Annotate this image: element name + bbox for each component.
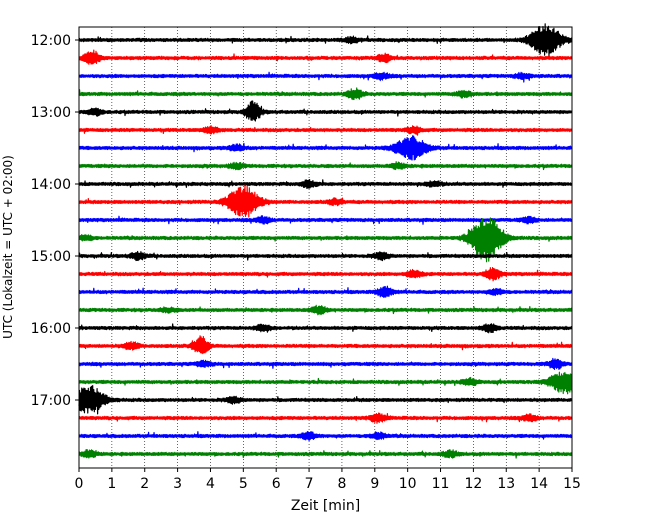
x-tick-label: 8 [337,476,346,492]
trace-1245 [78,87,573,101]
x-tick-label: 11 [432,476,450,492]
trace-1515 [78,266,573,282]
trace-1615 [78,335,573,355]
x-tick-label: 3 [173,476,182,492]
y-axis: 12:00 13:00 14:00 15:00 16:00 17:00 [31,33,79,409]
trace-1745 [78,449,573,459]
x-tick-label: 15 [563,476,581,492]
x-tick-label: 13 [497,476,515,492]
traces [78,23,573,459]
x-tick-label: 6 [272,476,281,492]
trace-1300 [78,100,573,122]
trace-1530 [78,285,573,298]
trace-1645 [78,371,573,395]
trace-1415 [78,184,573,218]
x-tick-label: 14 [530,476,548,492]
trace-1400 [78,179,573,190]
x-tick-label: 4 [206,476,215,492]
y-axis-label: UTC (Lokalzeit = UTC + 02:00) [1,155,15,339]
y-tick-label: 14:00 [31,177,71,193]
x-tick-label: 1 [107,476,116,492]
y-tick-label: 15:00 [31,249,71,265]
trace-1715 [78,412,573,424]
x-axis: 0 1 2 3 4 5 6 7 8 9 10 11 12 13 14 15 [75,468,581,492]
x-tick-label: 7 [305,476,314,492]
trace-1345 [78,161,573,171]
trace-1330 [78,135,573,161]
x-tick-label: 2 [140,476,149,492]
trace-1730 [78,430,573,442]
trace-1230 [78,71,573,83]
trace-1600 [78,323,573,334]
y-tick-label: 13:00 [31,105,71,121]
trace-1215 [78,49,573,65]
trace-1630 [78,357,573,371]
plot-frame [78,26,573,469]
x-axis-label: Zeit [min] [291,498,360,514]
x-tick-label: 5 [239,476,248,492]
y-tick-label: 16:00 [31,321,71,337]
trace-1315 [78,124,573,136]
trace-1200 [78,23,573,57]
trace-1700 [78,385,573,415]
x-tick-label: 0 [75,476,84,492]
x-tick-label: 12 [464,476,482,492]
x-tick-label: 9 [370,476,379,492]
y-tick-label: 17:00 [31,393,71,409]
trace-1545 [78,304,573,316]
y-tick-label: 12:00 [31,33,71,49]
x-tick-label: 10 [399,476,417,492]
trace-1500 [78,250,573,262]
